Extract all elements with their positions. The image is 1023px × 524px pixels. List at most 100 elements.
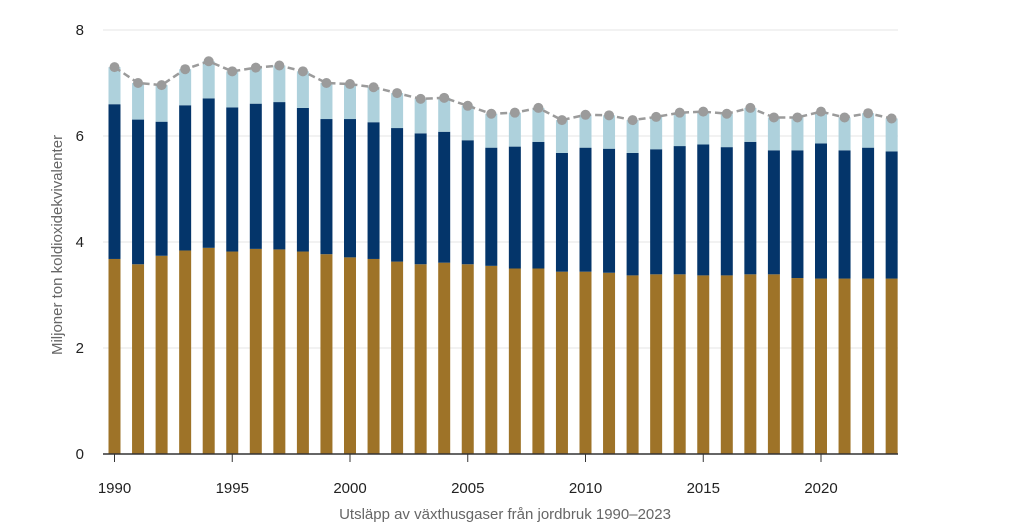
bar-bottom-2017: [744, 274, 757, 454]
total-point-2000: [345, 79, 355, 90]
bar-middle-2017: [744, 141, 757, 275]
bar-middle-2007: [508, 146, 521, 269]
bar-bottom-2019: [791, 278, 804, 454]
bar-bottom-2004: [438, 262, 451, 454]
bar-middle-2020: [815, 143, 827, 279]
total-point-2006: [486, 108, 497, 119]
total-point-2002: [392, 88, 403, 99]
bar-middle-2002: [391, 128, 404, 262]
total-point-1990: [109, 62, 120, 73]
bar-middle-2019: [791, 150, 804, 279]
bar-bottom-2011: [603, 272, 616, 454]
bar-bottom-2020: [815, 278, 827, 454]
bar-top-2018: [767, 117, 780, 151]
bar-middle-1992: [155, 121, 168, 256]
total-point-2019: [792, 112, 803, 123]
bar-middle-1995: [226, 107, 239, 252]
x-tick-label: 1990: [98, 480, 131, 497]
bar-bottom-1992: [155, 255, 168, 454]
bar-bottom-2006: [485, 265, 498, 454]
total-point-2011: [604, 110, 615, 121]
bar-bottom-1990: [108, 258, 121, 454]
total-point-1997: [274, 60, 285, 71]
total-point-1991: [133, 78, 144, 88]
bar-top-2021: [838, 117, 851, 151]
total-point-1995: [227, 66, 238, 77]
bar-middle-2021: [838, 150, 851, 279]
bar-middle-2015: [697, 144, 710, 276]
bar-top-1999: [320, 83, 333, 120]
bar-bottom-2021: [838, 278, 851, 454]
bar-top-2007: [508, 112, 521, 147]
bar-bottom-1991: [132, 264, 145, 454]
bar-middle-2003: [414, 133, 427, 265]
bar-top-2010: [579, 114, 592, 148]
total-point-2007: [509, 107, 520, 118]
bar-bottom-2005: [461, 264, 474, 454]
total-point-2022: [863, 108, 874, 119]
bar-bottom-2015: [697, 275, 710, 454]
bar-bottom-2016: [720, 275, 733, 454]
bar-bottom-2014: [673, 274, 686, 454]
bar-top-2011: [603, 115, 616, 149]
bar-top-2012: [626, 120, 639, 153]
bar-bottom-1993: [179, 250, 192, 454]
total-point-1996: [250, 62, 261, 73]
bars-layer: [108, 61, 898, 454]
bar-middle-1999: [320, 119, 333, 255]
x-axis-ticks: 1990 1995 2000 2005 2010 2015 2020: [98, 454, 838, 497]
total-point-1994: [203, 56, 214, 67]
bar-top-2004: [438, 97, 451, 132]
total-point-2009: [556, 115, 567, 126]
bar-middle-1994: [202, 98, 215, 248]
bar-middle-1996: [249, 103, 262, 249]
bar-middle-2011: [603, 148, 616, 273]
total-point-2013: [651, 111, 662, 122]
bar-top-2016: [720, 113, 733, 148]
bar-top-2015: [697, 111, 710, 145]
bar-middle-2005: [461, 140, 474, 265]
total-point-1992: [156, 80, 167, 91]
bar-middle-2018: [767, 150, 780, 275]
x-tick-label: 2005: [451, 480, 484, 497]
x-tick-label: 2010: [569, 480, 602, 497]
total-point-2018: [768, 112, 779, 123]
x-tick-label: 2000: [333, 480, 366, 497]
bar-top-1995: [226, 71, 239, 108]
bar-middle-1997: [273, 102, 286, 250]
bar-bottom-2009: [555, 271, 568, 454]
bar-top-2009: [555, 120, 568, 153]
bar-top-1996: [249, 67, 262, 104]
bar-middle-2009: [555, 152, 568, 272]
y-tick-label: 8: [76, 22, 84, 39]
total-point-2020: [816, 106, 826, 117]
bar-bottom-2002: [391, 261, 404, 454]
bar-bottom-2003: [414, 264, 427, 454]
y-tick-label: 4: [76, 234, 84, 251]
bar-top-2001: [367, 87, 380, 123]
bar-middle-2023: [885, 151, 898, 279]
total-point-2003: [415, 93, 426, 104]
total-point-2014: [674, 107, 685, 118]
bar-bottom-1998: [296, 251, 309, 454]
bar-bottom-2018: [767, 274, 780, 454]
x-tick-label: 1995: [216, 480, 249, 497]
bar-bottom-2012: [626, 275, 639, 454]
bar-top-2008: [532, 107, 545, 142]
bar-middle-2010: [579, 147, 592, 272]
bar-top-2019: [791, 117, 804, 151]
total-line-layer: [109, 56, 897, 126]
bar-middle-2016: [720, 147, 733, 276]
y-tick-label: 0: [76, 446, 84, 463]
bar-middle-2013: [650, 149, 663, 275]
total-point-1998: [297, 66, 308, 77]
bar-top-1993: [179, 69, 192, 106]
total-point-2012: [627, 115, 638, 126]
bar-bottom-2000: [344, 257, 356, 454]
bar-top-1992: [155, 85, 168, 122]
total-point-2016: [721, 108, 732, 119]
bar-top-1994: [202, 61, 215, 99]
bar-top-2013: [650, 116, 663, 150]
bar-bottom-2008: [532, 268, 545, 454]
